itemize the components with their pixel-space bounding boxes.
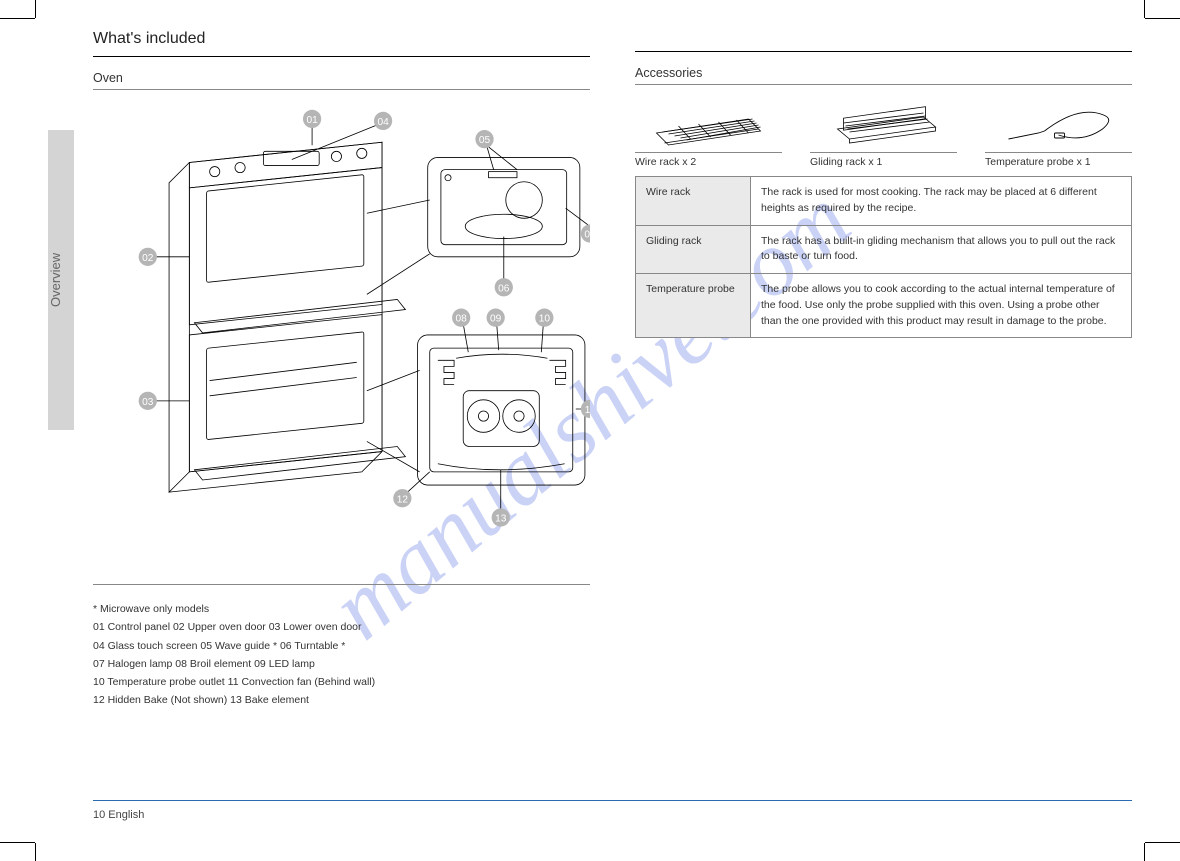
parts-line: 07 Halogen lamp 08 Broil element 09 LED … [93,656,590,672]
footer: 10 English [93,800,1132,821]
page-content: Overview What's included Oven [48,30,1132,821]
parts-line: 12 Hidden Bake (Not shown) 13 Bake eleme… [93,692,590,708]
oven-diagram: 01 02 03 04 05 06 07 08 09 10 11 12 13 [93,100,590,580]
acc-label-gliding-rack: Gliding rack x 1 [810,152,957,168]
cell-key: Temperature probe [636,274,751,338]
accessories-row: Wire rack x 2 Gliding rack x 1 [635,97,1132,168]
left-column: What's included Oven [93,30,590,711]
parts-line: 04 Glass touch screen 05 Wave guide * 06… [93,638,590,654]
callout-07: 07 [584,230,590,241]
parts-note: * Microwave only models [93,601,590,617]
page-number: 10 English [93,809,144,821]
callout-01: 01 [306,115,318,126]
side-tab: Overview [48,130,74,430]
table-row: Gliding rack The rack has a built-in gli… [636,225,1132,274]
callout-10: 10 [539,314,551,325]
callout-12: 12 [397,494,409,505]
callout-03: 03 [142,397,154,408]
acc-label-probe: Temperature probe x 1 [985,152,1132,168]
parts-line: 10 Temperature probe outlet 11 Convectio… [93,674,590,690]
callout-06: 06 [498,283,510,294]
accessories-table: Wire rack The rack is used for most cook… [635,176,1132,338]
right-column: Accessories Wire rack x 2 [635,30,1132,711]
right-heading: Accessories [635,66,1132,80]
callout-08: 08 [456,314,468,325]
cell-val: The probe allows you to cook according t… [751,274,1132,338]
parts-line: 01 Control panel 02 Upper oven door 03 L… [93,619,590,635]
callout-09: 09 [490,314,502,325]
callout-02: 02 [142,253,154,264]
table-row: Wire rack The rack is used for most cook… [636,177,1132,226]
callout-13: 13 [495,514,507,525]
callout-04: 04 [377,117,389,128]
table-row: Temperature probe The probe allows you t… [636,274,1132,338]
left-subheading: Oven [93,71,590,85]
cell-key: Gliding rack [636,225,751,274]
rule [93,56,590,57]
cell-val: The rack has a built-in gliding mechanis… [751,225,1132,274]
callout-05: 05 [479,135,491,146]
probe-icon [985,97,1132,149]
sub-rule [93,89,590,90]
acc-label-wire-rack: Wire rack x 2 [635,152,782,168]
parts-key: * Microwave only models 01 Control panel… [93,595,590,709]
cell-key: Wire rack [636,177,751,226]
wire-rack-icon [635,97,782,149]
callout-11: 11 [585,405,590,416]
cell-val: The rack is used for most cooking. The r… [751,177,1132,226]
gliding-rack-icon [810,97,957,149]
left-heading: What's included [93,30,590,48]
